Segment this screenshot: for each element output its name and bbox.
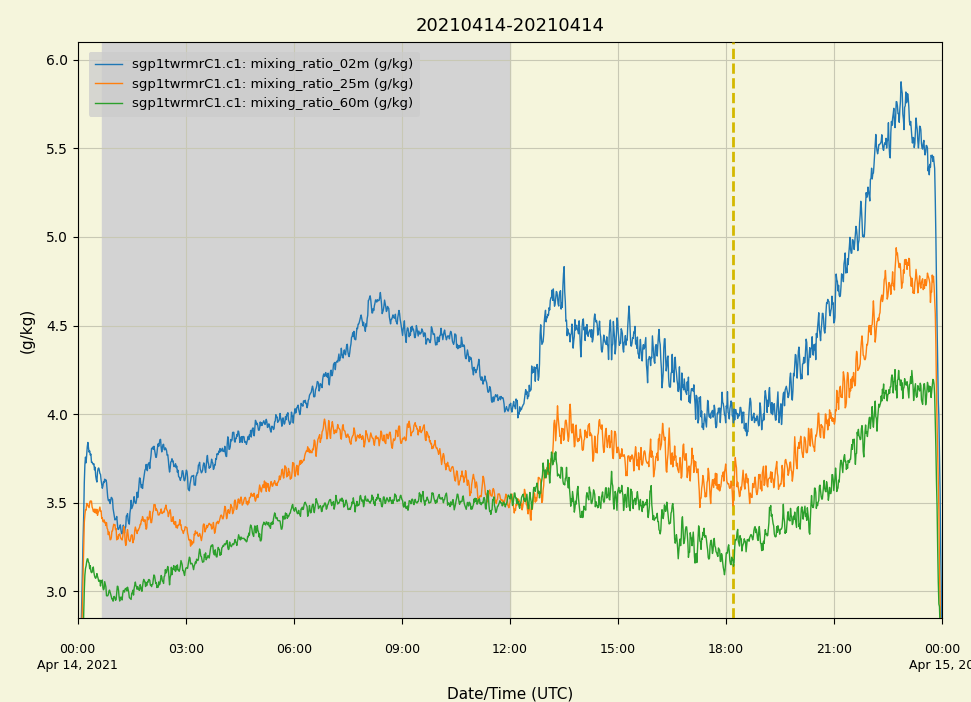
Text: Apr 14, 2021: Apr 14, 2021 xyxy=(37,659,118,673)
sgp1twrmrC1.c1: mixing_ratio_60m (g/kg): (22.7, 4.25): mixing_ratio_60m (g/kg): (22.7, 4.25) xyxy=(889,365,901,373)
sgp1twrmrC1.c1: mixing_ratio_25m (g/kg): (19, 3.68): mixing_ratio_25m (g/kg): (19, 3.68) xyxy=(757,466,769,475)
Legend: sgp1twrmrC1.c1: mixing_ratio_02m (g/kg), sgp1twrmrC1.c1: mixing_ratio_25m (g/kg): sgp1twrmrC1.c1: mixing_ratio_02m (g/kg),… xyxy=(88,51,420,117)
sgp1twrmrC1.c1: mixing_ratio_60m (g/kg): (8.02, 3.51): mixing_ratio_60m (g/kg): (8.02, 3.51) xyxy=(360,496,372,505)
Text: 09:00: 09:00 xyxy=(384,643,419,656)
sgp1twrmrC1.c1: mixing_ratio_25m (g/kg): (21.1, 4.12): mixing_ratio_25m (g/kg): (21.1, 4.12) xyxy=(833,388,845,397)
Text: 18:00: 18:00 xyxy=(708,643,744,656)
sgp1twrmrC1.c1: mixing_ratio_25m (g/kg): (8.02, 3.89): mixing_ratio_25m (g/kg): (8.02, 3.89) xyxy=(360,429,372,437)
sgp1twrmrC1.c1: mixing_ratio_60m (g/kg): (21.1, 3.62): mixing_ratio_60m (g/kg): (21.1, 3.62) xyxy=(833,478,845,486)
sgp1twrmrC1.c1: mixing_ratio_25m (g/kg): (15.9, 3.8): mixing_ratio_25m (g/kg): (15.9, 3.8) xyxy=(644,446,655,454)
sgp1twrmrC1.c1: mixing_ratio_25m (g/kg): (22.7, 4.94): mixing_ratio_25m (g/kg): (22.7, 4.94) xyxy=(890,244,902,252)
Text: Apr 15, 20: Apr 15, 20 xyxy=(909,659,971,673)
Text: 03:00: 03:00 xyxy=(168,643,204,656)
sgp1twrmrC1.c1: mixing_ratio_02m (g/kg): (4.75, 3.86): mixing_ratio_02m (g/kg): (4.75, 3.86) xyxy=(243,435,254,444)
Title: 20210414-20210414: 20210414-20210414 xyxy=(416,17,604,35)
sgp1twrmrC1.c1: mixing_ratio_60m (g/kg): (15.9, 3.57): mixing_ratio_60m (g/kg): (15.9, 3.57) xyxy=(644,486,655,495)
Line: sgp1twrmrC1.c1: mixing_ratio_25m (g/kg): sgp1twrmrC1.c1: mixing_ratio_25m (g/kg) xyxy=(78,248,942,702)
Text: 21:00: 21:00 xyxy=(816,643,852,656)
X-axis label: Date/Time (UTC): Date/Time (UTC) xyxy=(447,687,573,701)
Text: 06:00: 06:00 xyxy=(276,643,312,656)
sgp1twrmrC1.c1: mixing_ratio_60m (g/kg): (19, 3.23): mixing_ratio_60m (g/kg): (19, 3.23) xyxy=(757,546,769,555)
Bar xyxy=(102,42,510,618)
Line: sgp1twrmrC1.c1: mixing_ratio_02m (g/kg): sgp1twrmrC1.c1: mixing_ratio_02m (g/kg) xyxy=(78,82,942,702)
Line: sgp1twrmrC1.c1: mixing_ratio_60m (g/kg): sgp1twrmrC1.c1: mixing_ratio_60m (g/kg) xyxy=(78,369,942,702)
sgp1twrmrC1.c1: mixing_ratio_02m (g/kg): (22.9, 5.88): mixing_ratio_02m (g/kg): (22.9, 5.88) xyxy=(895,78,907,86)
Text: 00:00: 00:00 xyxy=(59,643,96,656)
sgp1twrmrC1.c1: mixing_ratio_60m (g/kg): (5.34, 3.37): mixing_ratio_60m (g/kg): (5.34, 3.37) xyxy=(264,522,276,530)
sgp1twrmrC1.c1: mixing_ratio_02m (g/kg): (8.02, 4.49): mixing_ratio_02m (g/kg): (8.02, 4.49) xyxy=(360,322,372,331)
sgp1twrmrC1.c1: mixing_ratio_60m (g/kg): (4.75, 3.33): mixing_ratio_60m (g/kg): (4.75, 3.33) xyxy=(243,529,254,537)
Y-axis label: (g/kg): (g/kg) xyxy=(19,307,35,352)
sgp1twrmrC1.c1: mixing_ratio_02m (g/kg): (21.1, 4.67): mixing_ratio_02m (g/kg): (21.1, 4.67) xyxy=(833,291,845,299)
sgp1twrmrC1.c1: mixing_ratio_25m (g/kg): (4.75, 3.5): mixing_ratio_25m (g/kg): (4.75, 3.5) xyxy=(243,498,254,507)
Text: 12:00: 12:00 xyxy=(491,643,528,656)
sgp1twrmrC1.c1: mixing_ratio_02m (g/kg): (5.34, 3.92): mixing_ratio_02m (g/kg): (5.34, 3.92) xyxy=(264,423,276,432)
Text: 15:00: 15:00 xyxy=(600,643,636,656)
sgp1twrmrC1.c1: mixing_ratio_25m (g/kg): (5.34, 3.58): mixing_ratio_25m (g/kg): (5.34, 3.58) xyxy=(264,484,276,492)
sgp1twrmrC1.c1: mixing_ratio_02m (g/kg): (19, 3.96): mixing_ratio_02m (g/kg): (19, 3.96) xyxy=(757,416,769,425)
sgp1twrmrC1.c1: mixing_ratio_02m (g/kg): (15.9, 4.31): mixing_ratio_02m (g/kg): (15.9, 4.31) xyxy=(644,355,655,363)
Text: 00:00: 00:00 xyxy=(923,643,960,656)
